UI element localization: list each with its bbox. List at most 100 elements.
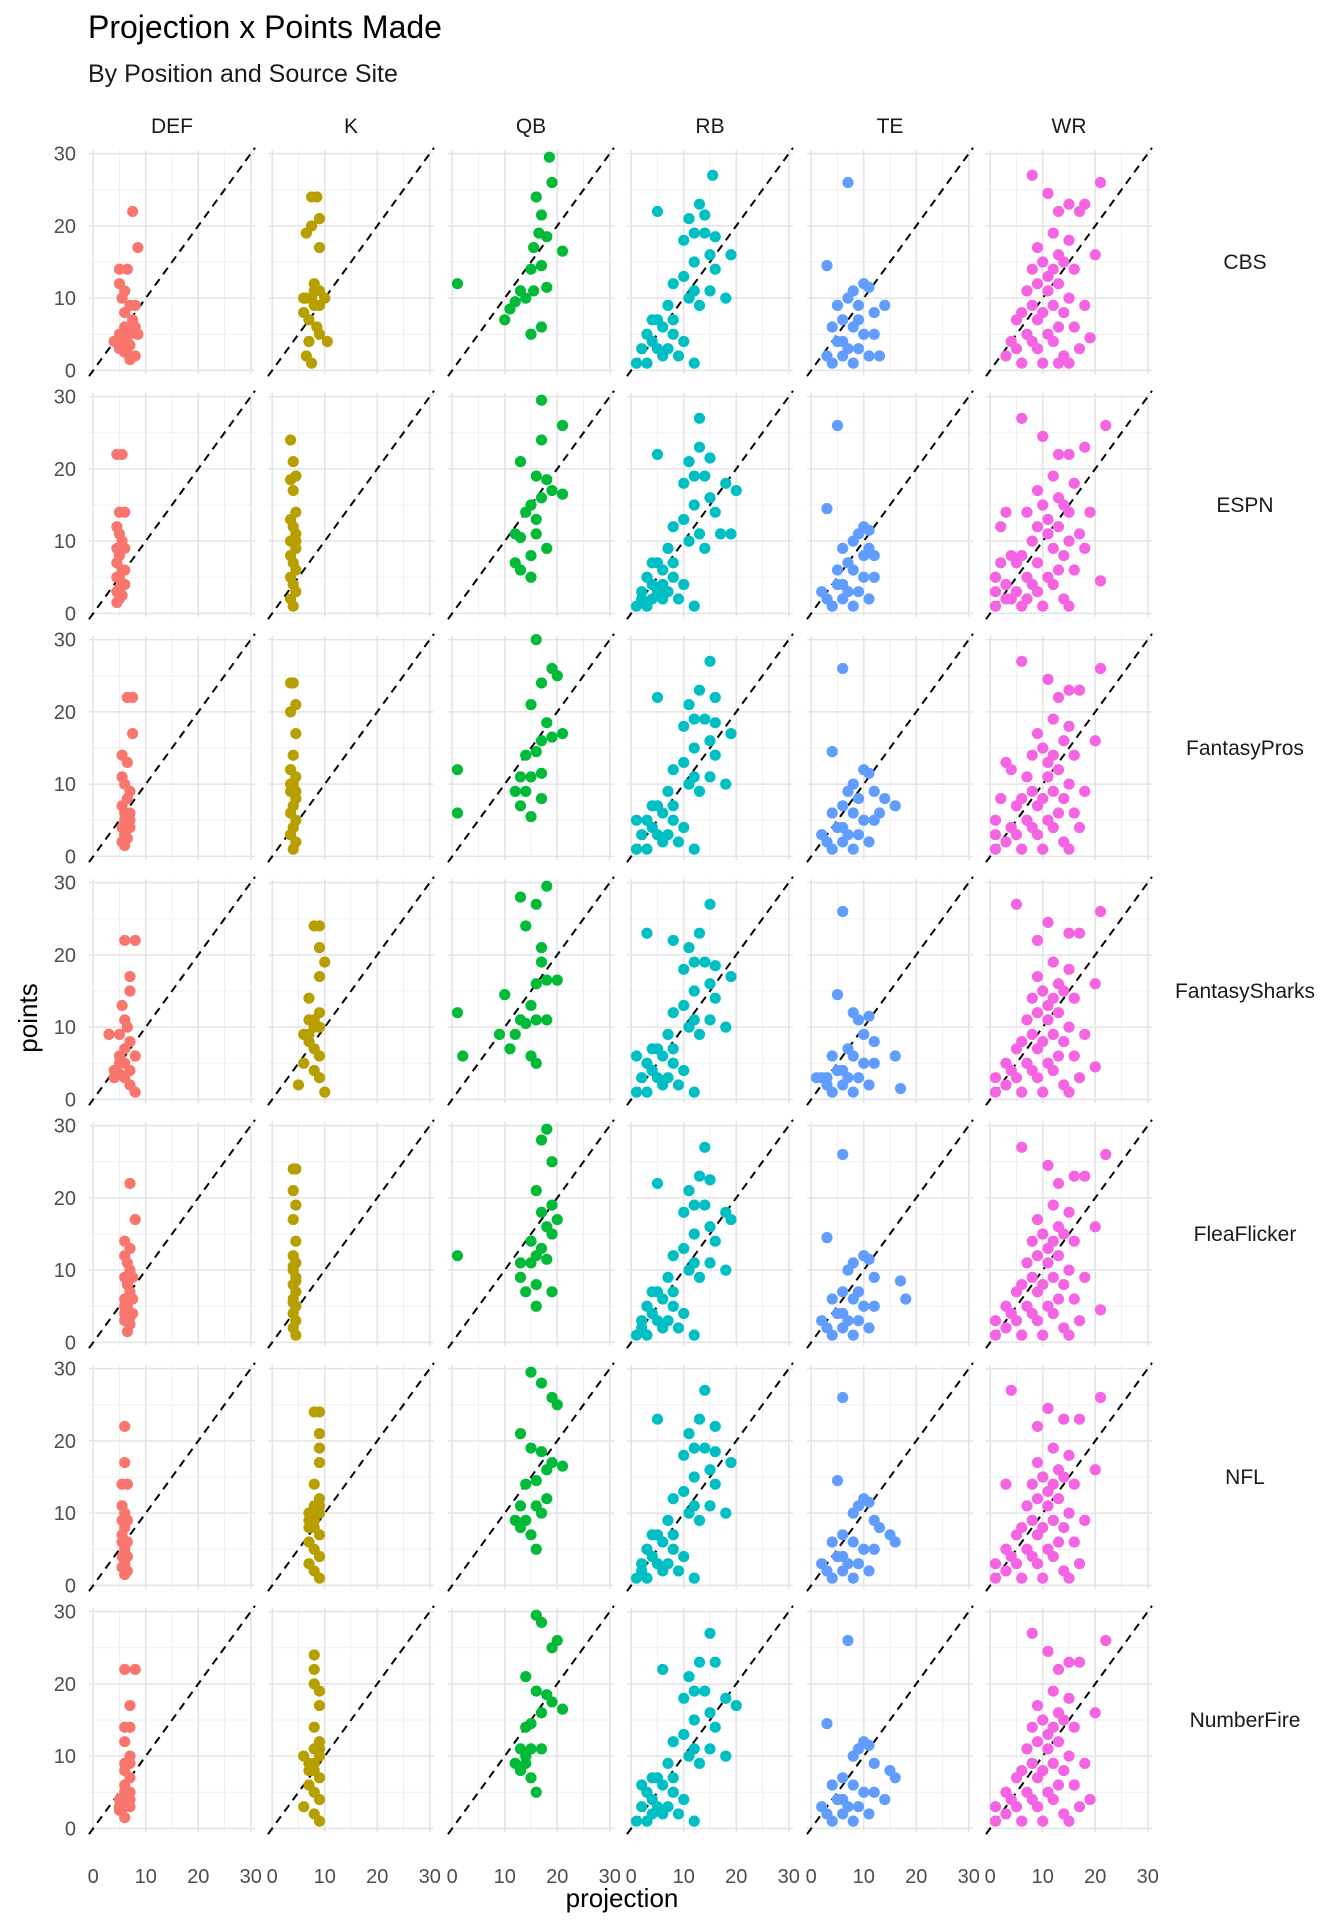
data-point xyxy=(678,720,690,732)
data-point xyxy=(704,492,716,504)
data-point xyxy=(1016,1086,1028,1098)
data-point xyxy=(678,513,690,526)
data-point xyxy=(1063,927,1075,939)
data-point xyxy=(1063,720,1075,732)
data-point xyxy=(646,557,658,569)
data-point xyxy=(1047,1685,1059,1697)
data-point xyxy=(1000,1322,1012,1334)
data-point xyxy=(1068,749,1080,761)
data-point xyxy=(693,1757,706,1769)
data-point xyxy=(1031,1072,1044,1084)
panel-fantasysharks-wr xyxy=(985,876,1153,1106)
reference-line xyxy=(88,633,256,863)
data-point xyxy=(709,1420,721,1433)
data-point xyxy=(662,1271,674,1283)
data-point xyxy=(1079,542,1091,554)
data-point xyxy=(303,335,315,348)
data-point xyxy=(287,749,299,761)
data-point xyxy=(657,350,669,362)
data-point xyxy=(693,1170,706,1182)
data-point xyxy=(121,1325,133,1338)
data-point xyxy=(525,263,537,275)
data-point xyxy=(551,670,563,682)
data-point xyxy=(847,564,859,576)
data-point xyxy=(129,934,141,947)
data-point xyxy=(847,1329,859,1341)
data-point xyxy=(530,1278,542,1291)
data-point xyxy=(847,600,859,612)
data-point xyxy=(693,441,706,453)
data-point xyxy=(514,456,527,468)
data-point xyxy=(124,328,136,340)
data-point xyxy=(636,1565,648,1577)
data-point xyxy=(837,1550,849,1563)
data-point xyxy=(1037,843,1049,855)
data-point xyxy=(1010,1286,1023,1298)
data-point xyxy=(1052,691,1065,704)
data-point xyxy=(688,470,700,482)
data-point xyxy=(863,1496,875,1508)
data-point xyxy=(641,843,653,855)
data-point xyxy=(1000,1079,1012,1091)
data-point xyxy=(116,1536,128,1548)
data-point xyxy=(541,231,553,243)
data-point xyxy=(657,1565,669,1577)
data-point xyxy=(646,593,658,605)
data-point xyxy=(127,727,139,740)
data-point xyxy=(1010,557,1023,569)
data-point xyxy=(493,1028,506,1040)
data-point xyxy=(1047,785,1059,797)
data-point xyxy=(667,764,679,776)
data-point xyxy=(1079,1757,1091,1769)
data-point xyxy=(1031,1558,1044,1570)
data-point xyxy=(1042,1500,1054,1512)
data-point xyxy=(837,821,849,834)
data-point xyxy=(1052,1177,1065,1190)
data-point xyxy=(451,278,464,290)
data-point xyxy=(699,1442,711,1454)
data-point xyxy=(290,1329,302,1341)
data-point xyxy=(847,1507,859,1519)
x-tick-label: 0 xyxy=(806,1866,817,1888)
data-point xyxy=(1094,575,1107,587)
data-point xyxy=(709,717,721,729)
data-point xyxy=(989,1086,1002,1098)
data-point xyxy=(1063,1086,1075,1098)
data-point xyxy=(725,1213,737,1226)
data-point xyxy=(543,151,555,163)
data-point xyxy=(693,684,706,696)
data-point xyxy=(688,1228,700,1240)
data-point xyxy=(1063,600,1075,612)
data-point xyxy=(1079,1514,1091,1526)
data-point xyxy=(704,1464,716,1476)
data-point xyxy=(1068,1721,1080,1733)
y-tick-label: 20 xyxy=(54,1431,76,1453)
data-point xyxy=(678,1449,690,1461)
data-point xyxy=(709,231,721,243)
reference-line xyxy=(447,633,615,863)
data-point xyxy=(868,1035,880,1048)
data-point xyxy=(852,1072,865,1084)
data-point xyxy=(530,1685,542,1697)
x-tick-label: 20 xyxy=(1084,1866,1106,1888)
data-point xyxy=(852,314,865,326)
data-point xyxy=(1063,448,1075,461)
data-point xyxy=(313,1406,326,1418)
data-point xyxy=(514,1014,527,1026)
reference-line xyxy=(267,147,435,377)
data-point xyxy=(535,1206,548,1218)
data-point xyxy=(868,1757,880,1769)
data-point xyxy=(1068,807,1080,819)
data-point xyxy=(1047,1514,1059,1526)
data-point xyxy=(667,571,679,583)
data-point xyxy=(683,535,695,547)
y-tick-label: 0 xyxy=(65,360,76,382)
data-point xyxy=(127,205,139,218)
y-tick-label: 10 xyxy=(54,1503,76,1525)
data-point xyxy=(287,843,299,855)
data-point xyxy=(1021,1743,1033,1755)
data-point xyxy=(1031,934,1044,947)
data-point xyxy=(1052,1736,1065,1748)
y-tick-label: 20 xyxy=(54,1188,76,1210)
data-point xyxy=(1073,1656,1086,1668)
